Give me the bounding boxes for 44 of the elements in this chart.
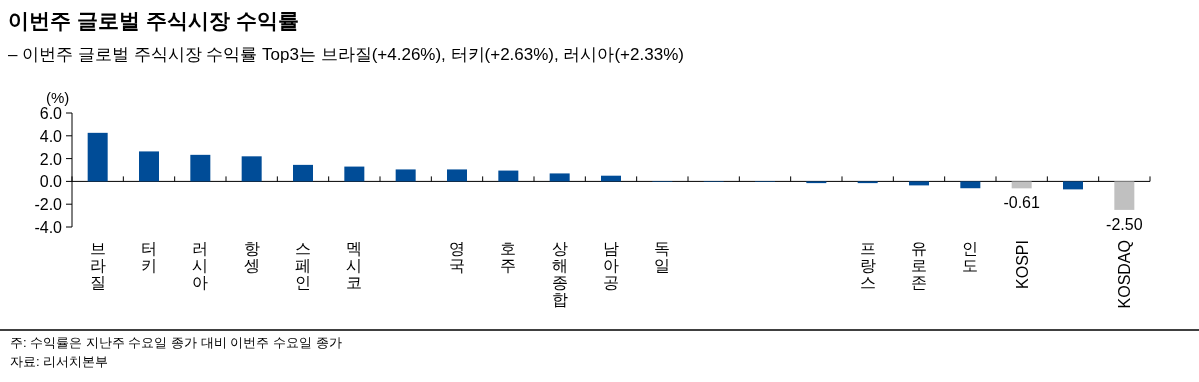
x-tick-label: 스페인 <box>295 240 311 291</box>
x-tick-label: 항셍 <box>243 240 260 274</box>
bar <box>960 181 981 189</box>
x-tick-label: 멕시코 <box>346 240 363 291</box>
x-tick-label: KOSDAQ <box>1116 240 1134 309</box>
chart-subtitle: – 이번주 글로벌 주식시장 수익률 Top3는 브라질(+4.26%), 터키(+2.63%), 러시아(+2.33%) <box>8 45 684 64</box>
x-tick-label: 터키 <box>141 240 157 274</box>
x-tick-label: KOSPI <box>1013 240 1031 289</box>
y-tick-label: -2.0 <box>34 196 63 214</box>
x-tick-label: 상해종합 <box>551 240 568 308</box>
bar <box>498 170 519 182</box>
data-label: -0.61 <box>1003 194 1040 212</box>
text: 자료: 리서치본부 <box>10 354 109 369</box>
bar <box>190 154 211 182</box>
bar <box>447 169 467 182</box>
bar <box>1114 181 1135 210</box>
x-tick-label: 호주 <box>500 240 517 274</box>
bar <box>344 166 365 182</box>
y-axis-title: (%) <box>46 89 70 106</box>
chart-title: 이번주 글로벌 주식시장 수익률 <box>8 9 299 32</box>
y-tick-label: 0.0 <box>39 173 63 191</box>
x-tick-label: 프랑스 <box>859 240 876 291</box>
bar <box>909 181 929 186</box>
bar <box>1063 181 1083 190</box>
y-tick-label: -4.0 <box>34 219 63 236</box>
x-tick-label: 남아공 <box>603 240 619 291</box>
x-tick-label: 러시아 <box>192 240 209 291</box>
x-tick-label: 인도 <box>962 240 979 274</box>
bar <box>1011 181 1032 189</box>
x-tick-label: 브라질 <box>89 240 106 291</box>
x-tick-label: 독일 <box>654 240 671 274</box>
text: 주: 수익률은 지난주 수요일 종가 대비 이번주 수요일 종가 <box>10 335 342 350</box>
bar <box>241 156 262 182</box>
x-tick-label: 영국 <box>449 240 465 274</box>
y-tick-label: 2.0 <box>39 150 63 168</box>
bar <box>139 151 159 182</box>
bar <box>395 169 416 182</box>
y-tick-label: 4.0 <box>39 127 63 145</box>
data-label: -2.50 <box>1106 215 1143 233</box>
y-tick-label: 6.0 <box>39 105 63 122</box>
bar <box>293 164 313 182</box>
x-tick-label: 유로존 <box>911 240 927 291</box>
bar <box>87 132 108 182</box>
bar <box>549 173 570 182</box>
